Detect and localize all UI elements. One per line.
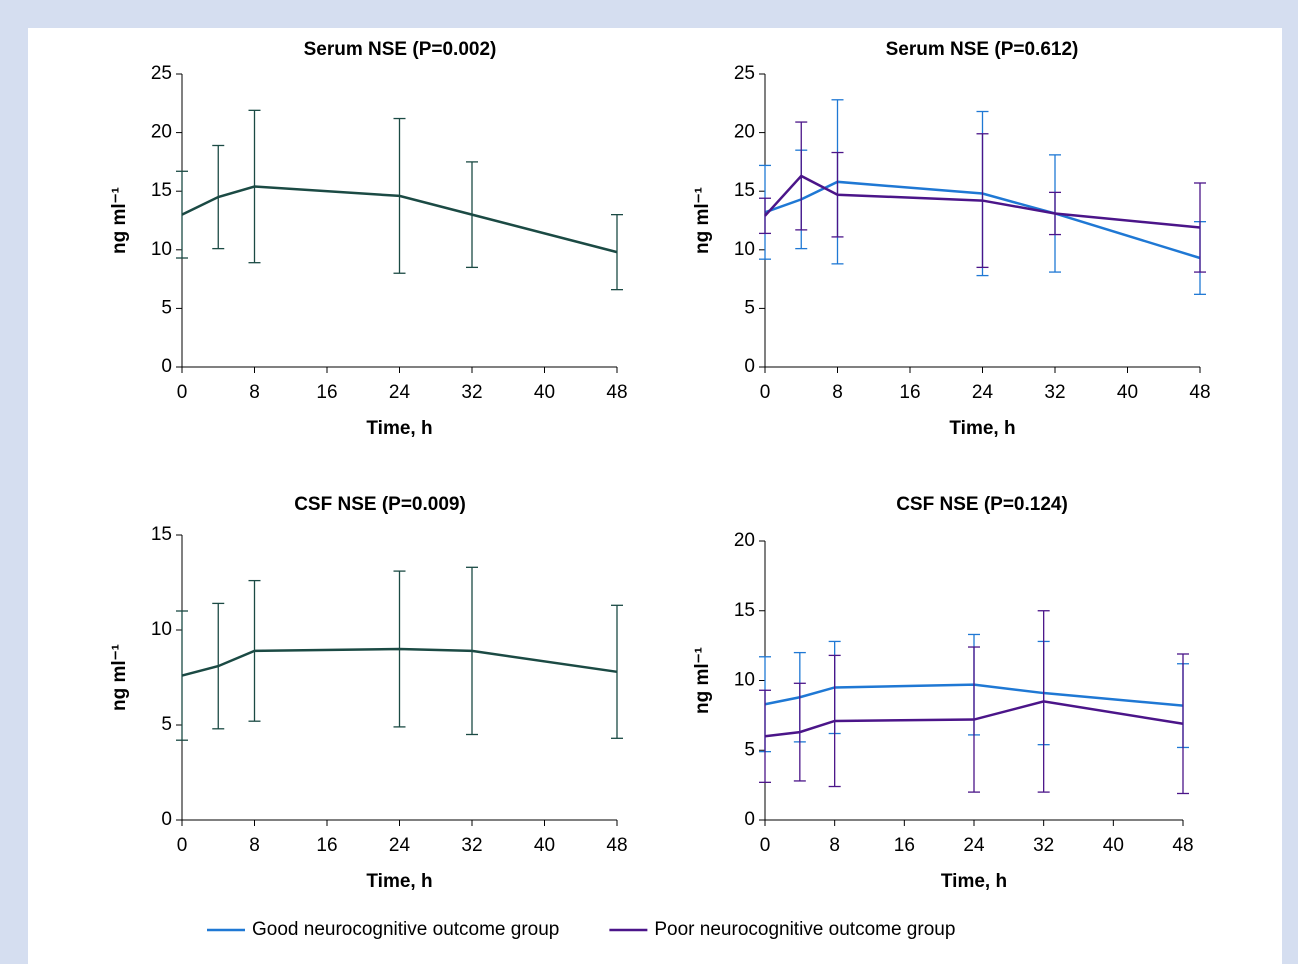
x-axis-label: Time, h xyxy=(949,418,1015,439)
y-tick-label: 0 xyxy=(161,809,172,830)
series-line xyxy=(764,180,1201,260)
x-tick-label: 8 xyxy=(249,382,260,403)
x-tick-label: 24 xyxy=(972,382,994,403)
x-tick-label: 24 xyxy=(389,835,411,856)
x-tick-label: 48 xyxy=(1172,835,1193,856)
y-tick-label: 5 xyxy=(744,739,755,760)
x-tick-label: 16 xyxy=(899,382,920,403)
y-tick-label: 5 xyxy=(161,714,172,735)
y-tick-label: 10 xyxy=(151,619,172,640)
legend-label: Poor neurocognitive outcome group xyxy=(654,919,955,940)
chart-title: CSF NSE (P=0.124) xyxy=(896,494,1068,515)
x-tick-label: 8 xyxy=(832,382,843,403)
y-axis-label: ng ml⁻¹ xyxy=(692,647,713,714)
x-tick-label: 16 xyxy=(316,382,337,403)
y-tick-label: 15 xyxy=(151,524,172,545)
y-axis-label: ng ml⁻¹ xyxy=(109,187,130,254)
x-tick-label: 8 xyxy=(249,835,260,856)
legend-label: Good neurocognitive outcome group xyxy=(252,919,559,940)
x-axis-label: Time, h xyxy=(366,418,432,439)
x-tick-label: 32 xyxy=(1033,835,1054,856)
error-bar xyxy=(611,213,623,291)
x-tick-label: 48 xyxy=(1189,382,1210,403)
x-tick-label: 40 xyxy=(1117,382,1138,403)
chart-title: Serum NSE (P=0.612) xyxy=(886,39,1079,60)
chart-title: Serum NSE (P=0.002) xyxy=(304,39,497,60)
chart-title: CSF NSE (P=0.009) xyxy=(294,494,466,515)
y-tick-label: 5 xyxy=(744,297,755,318)
y-tick-label: 15 xyxy=(734,180,755,201)
x-tick-label: 48 xyxy=(606,382,627,403)
x-tick-label: 48 xyxy=(606,835,627,856)
series-line xyxy=(764,700,1184,738)
y-tick-label: 15 xyxy=(151,180,172,201)
y-tick-label: 10 xyxy=(734,239,755,260)
x-axis-label: Time, h xyxy=(941,871,1007,892)
y-tick-label: 0 xyxy=(161,356,172,377)
y-axis-label: ng ml⁻¹ xyxy=(109,644,130,711)
x-tick-label: 0 xyxy=(760,382,771,403)
panel xyxy=(28,28,1282,964)
y-tick-label: 20 xyxy=(151,122,172,143)
y-tick-label: 25 xyxy=(734,63,755,84)
x-axis-label: Time, h xyxy=(366,871,432,892)
y-tick-label: 10 xyxy=(151,239,172,260)
x-tick-label: 16 xyxy=(316,835,337,856)
y-tick-label: 5 xyxy=(161,297,172,318)
x-tick-label: 0 xyxy=(177,382,188,403)
y-tick-label: 0 xyxy=(744,809,755,830)
x-tick-label: 16 xyxy=(894,835,915,856)
series-line xyxy=(764,683,1184,707)
x-tick-label: 24 xyxy=(389,382,411,403)
y-tick-label: 10 xyxy=(734,670,755,691)
y-tick-label: 20 xyxy=(734,122,755,143)
x-tick-label: 0 xyxy=(760,835,771,856)
error-bar xyxy=(759,689,771,783)
x-tick-label: 0 xyxy=(177,835,188,856)
series-line xyxy=(181,185,618,254)
series-line xyxy=(181,647,618,677)
x-tick-label: 32 xyxy=(461,382,482,403)
y-tick-label: 15 xyxy=(734,600,755,621)
x-tick-label: 40 xyxy=(534,835,555,856)
y-tick-label: 20 xyxy=(734,530,755,551)
x-tick-label: 40 xyxy=(1103,835,1124,856)
x-tick-label: 8 xyxy=(829,835,840,856)
y-tick-label: 0 xyxy=(744,356,755,377)
x-tick-label: 32 xyxy=(461,835,482,856)
x-tick-label: 32 xyxy=(1044,382,1065,403)
y-tick-label: 25 xyxy=(151,63,172,84)
series-line xyxy=(764,174,1201,229)
x-tick-label: 40 xyxy=(534,382,555,403)
x-tick-label: 24 xyxy=(963,835,985,856)
y-axis-label: ng ml⁻¹ xyxy=(692,187,713,254)
